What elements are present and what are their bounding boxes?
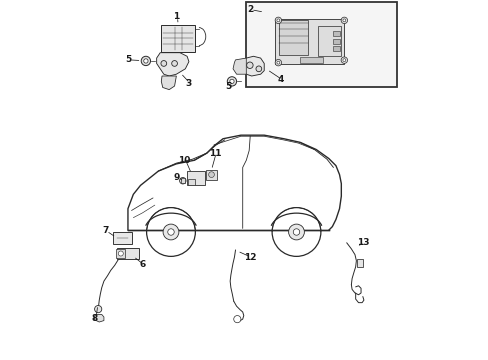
Polygon shape bbox=[242, 56, 264, 76]
Text: 13: 13 bbox=[357, 238, 369, 247]
Bar bbox=[187, 171, 204, 185]
Bar bbox=[275, 19, 343, 64]
Bar bbox=[299, 57, 323, 63]
Circle shape bbox=[163, 224, 179, 240]
Bar bbox=[206, 170, 216, 180]
Text: 10: 10 bbox=[178, 156, 190, 165]
Text: 12: 12 bbox=[243, 253, 256, 262]
Polygon shape bbox=[161, 76, 176, 90]
Bar bbox=[317, 26, 340, 57]
Bar bbox=[161, 25, 195, 52]
Circle shape bbox=[271, 208, 320, 256]
Circle shape bbox=[342, 59, 345, 62]
Polygon shape bbox=[156, 53, 188, 76]
Text: 3: 3 bbox=[185, 79, 192, 88]
Text: 6: 6 bbox=[139, 260, 145, 269]
Circle shape bbox=[118, 251, 123, 256]
Bar bbox=[180, 178, 185, 183]
Circle shape bbox=[255, 66, 261, 72]
Bar bbox=[356, 259, 363, 267]
Circle shape bbox=[233, 316, 241, 323]
Polygon shape bbox=[94, 315, 104, 322]
Circle shape bbox=[275, 59, 281, 66]
Bar bbox=[279, 20, 307, 55]
Bar bbox=[332, 39, 339, 44]
Circle shape bbox=[143, 59, 148, 63]
Text: 1: 1 bbox=[173, 12, 179, 21]
Circle shape bbox=[341, 57, 347, 63]
Circle shape bbox=[341, 17, 347, 23]
Bar bbox=[116, 249, 125, 258]
Circle shape bbox=[342, 19, 345, 22]
Circle shape bbox=[171, 60, 177, 66]
Circle shape bbox=[293, 229, 299, 235]
Circle shape bbox=[275, 17, 281, 23]
Bar bbox=[113, 232, 132, 244]
Bar bbox=[117, 248, 139, 259]
Circle shape bbox=[167, 229, 174, 235]
Bar bbox=[246, 3, 396, 87]
Circle shape bbox=[146, 208, 195, 256]
Circle shape bbox=[208, 172, 214, 177]
Circle shape bbox=[161, 60, 166, 66]
Text: 5: 5 bbox=[225, 82, 231, 91]
Circle shape bbox=[276, 61, 279, 64]
Bar bbox=[332, 46, 339, 51]
Circle shape bbox=[94, 306, 102, 313]
Text: 9: 9 bbox=[174, 173, 180, 182]
Bar bbox=[188, 179, 194, 185]
Circle shape bbox=[141, 56, 150, 66]
Text: 11: 11 bbox=[208, 149, 221, 158]
Text: 8: 8 bbox=[92, 314, 98, 323]
Circle shape bbox=[227, 77, 236, 86]
Text: 2: 2 bbox=[246, 5, 252, 14]
Circle shape bbox=[179, 177, 185, 184]
Polygon shape bbox=[233, 58, 246, 74]
Text: 5: 5 bbox=[124, 55, 131, 64]
Circle shape bbox=[246, 62, 253, 68]
Bar bbox=[332, 31, 339, 36]
Circle shape bbox=[229, 79, 234, 84]
Circle shape bbox=[276, 19, 279, 22]
Text: 4: 4 bbox=[277, 75, 284, 84]
Text: 7: 7 bbox=[102, 226, 108, 235]
Circle shape bbox=[288, 224, 304, 240]
